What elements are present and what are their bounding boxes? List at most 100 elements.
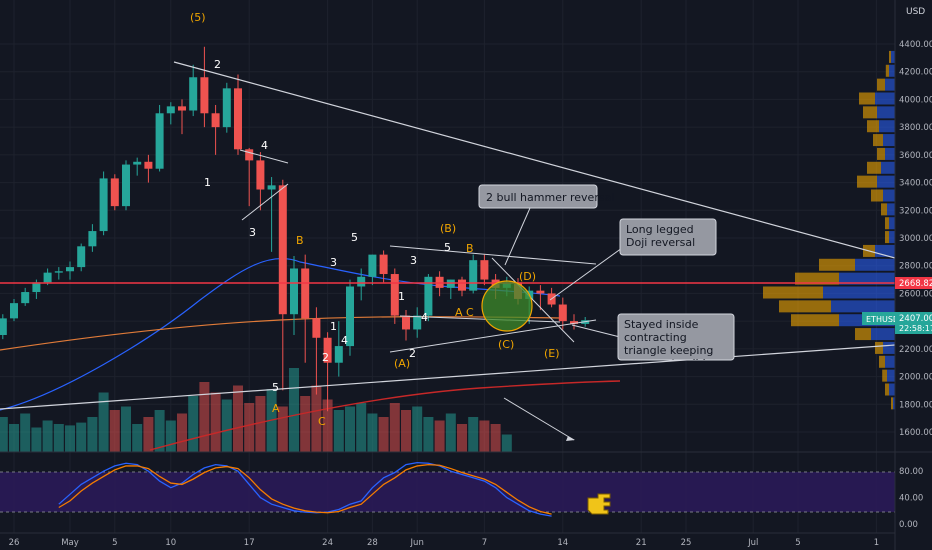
callout-bull-hammer-text: 2 bull hammer reversal bbox=[486, 191, 614, 204]
candle-body bbox=[32, 282, 41, 293]
candle-body bbox=[10, 303, 18, 319]
profile-bar-sell bbox=[863, 106, 877, 119]
profile-bar-buy bbox=[883, 189, 895, 202]
volume-bar bbox=[501, 434, 512, 452]
volume-bar bbox=[445, 413, 456, 452]
wave-label-tri-1: 1 bbox=[398, 290, 405, 303]
profile-bar-buy bbox=[875, 92, 895, 105]
profile-bar-buy bbox=[893, 397, 895, 410]
candle-body bbox=[323, 337, 332, 363]
profile-bar-sell bbox=[859, 92, 875, 105]
profile-bar-sell bbox=[885, 217, 889, 230]
volume-bar bbox=[76, 422, 87, 452]
candle-body bbox=[133, 161, 142, 165]
candle-body bbox=[267, 185, 276, 190]
wave-label-tri-B: (B) bbox=[440, 222, 456, 235]
candle-body bbox=[110, 178, 119, 207]
x-tick-label: Jun bbox=[410, 538, 424, 548]
profile-bar-sell bbox=[891, 397, 893, 410]
candle-body bbox=[413, 315, 422, 330]
profile-bar-sell bbox=[885, 231, 889, 244]
volume-bar bbox=[322, 399, 333, 452]
profile-bar-sell bbox=[763, 286, 823, 299]
volume-bar bbox=[65, 425, 75, 452]
wave-label-5b: 5 bbox=[351, 231, 358, 244]
profile-bar-sell bbox=[791, 314, 839, 327]
last-price: 2407.00 bbox=[899, 314, 932, 324]
callout-doji-text: Long legged Doji reversal bbox=[626, 223, 696, 249]
symbol-tag: ETHUSD bbox=[862, 312, 899, 325]
wave-label-tri-C: (C) bbox=[498, 338, 514, 351]
oscillator-tick-label: 40.00 bbox=[899, 494, 923, 504]
profile-bar-sell bbox=[867, 161, 881, 174]
triangle-upper-line bbox=[389, 245, 597, 265]
profile-bar-sell bbox=[857, 175, 877, 188]
volume-bar bbox=[289, 368, 299, 452]
volume-bar bbox=[244, 403, 255, 452]
x-tick-label: 1 bbox=[874, 538, 879, 548]
volume-bar bbox=[53, 424, 64, 452]
wave-label-tri-4: 4 bbox=[421, 311, 428, 324]
wave-label-5: 5 bbox=[272, 381, 279, 394]
y-tick-label: 4000.00 bbox=[899, 95, 932, 105]
profile-bar-sell bbox=[875, 341, 883, 354]
trendline-wave4-top bbox=[239, 149, 289, 164]
volume-bar bbox=[233, 385, 243, 452]
y-tick-label: 2800.00 bbox=[899, 262, 932, 272]
candle-body bbox=[88, 231, 97, 247]
candle-body bbox=[312, 318, 321, 338]
candle-body bbox=[346, 286, 354, 347]
y-tick-label: 3200.00 bbox=[899, 206, 932, 216]
wave-label-tri-A: (A) bbox=[394, 357, 410, 370]
y-tick-label: 1800.00 bbox=[899, 400, 932, 410]
x-tick-label: 21 bbox=[636, 538, 647, 548]
candle-body bbox=[99, 178, 108, 232]
wave-label-tri-A2: A bbox=[455, 306, 463, 319]
candle-body bbox=[122, 164, 130, 207]
wave-label-sub-2: 2 bbox=[322, 351, 329, 364]
profile-bar-buy bbox=[831, 300, 895, 313]
candle-body bbox=[155, 113, 164, 169]
candle-body bbox=[166, 106, 175, 114]
profile-bar-buy bbox=[885, 78, 895, 91]
candle-body bbox=[178, 106, 186, 111]
profile-bar-buy bbox=[839, 272, 895, 285]
candle-body bbox=[43, 272, 52, 283]
volume-bar bbox=[356, 403, 367, 452]
x-tick-label: 25 bbox=[681, 538, 692, 548]
profile-bar-sell bbox=[881, 203, 887, 216]
profile-bar-buy bbox=[877, 106, 895, 119]
x-tick-label: 26 bbox=[9, 538, 20, 548]
volume-decline-line bbox=[503, 397, 575, 441]
volume-bar bbox=[9, 424, 19, 452]
volume-bar bbox=[378, 417, 389, 452]
volume-bar bbox=[457, 424, 467, 452]
x-tick-label: 10 bbox=[165, 538, 176, 548]
wave-label-tri-B2: B bbox=[466, 242, 474, 255]
candle-body bbox=[379, 254, 388, 275]
candle-body bbox=[189, 77, 198, 111]
volume-bar bbox=[277, 406, 288, 452]
volume-bars bbox=[0, 368, 512, 452]
candle-body bbox=[290, 268, 298, 315]
profile-bar-buy bbox=[883, 341, 895, 354]
candle-body bbox=[222, 88, 231, 128]
candle-body bbox=[234, 88, 242, 150]
profile-bar-buy bbox=[889, 231, 895, 244]
svg-text:2668.82: 2668.82 bbox=[899, 279, 932, 289]
wave-label-tri-C2: C bbox=[466, 306, 474, 319]
profile-bar-sell bbox=[867, 120, 879, 133]
profile-bar-sell bbox=[855, 328, 871, 341]
candle-body bbox=[402, 315, 410, 330]
profile-bar-sell bbox=[885, 383, 889, 396]
wave-label-A: A bbox=[272, 402, 280, 415]
volume-bar bbox=[109, 410, 120, 452]
x-axis-ticks: 26 May 5 10 17 24 28 Jun 7 14 21 25 Jul 5 1 bbox=[9, 538, 880, 548]
wave-label-tri-D: (D) bbox=[519, 270, 536, 283]
profile-bar-buy bbox=[855, 258, 895, 271]
volume-bar bbox=[401, 410, 411, 452]
wave-label-4: 4 bbox=[261, 139, 268, 152]
last-price-tag: 2407.00 22:58:17 bbox=[895, 312, 932, 334]
volume-bar bbox=[42, 420, 53, 452]
